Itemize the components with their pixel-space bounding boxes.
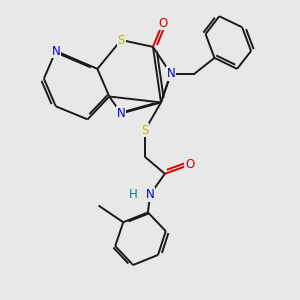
Text: N: N: [117, 107, 125, 120]
Text: N: N: [51, 44, 60, 58]
Text: N: N: [146, 188, 154, 201]
Text: S: S: [118, 34, 125, 46]
Text: S: S: [141, 124, 148, 136]
Text: N: N: [167, 67, 175, 80]
Text: H: H: [129, 188, 138, 201]
Text: O: O: [158, 16, 167, 30]
Text: O: O: [185, 158, 194, 171]
